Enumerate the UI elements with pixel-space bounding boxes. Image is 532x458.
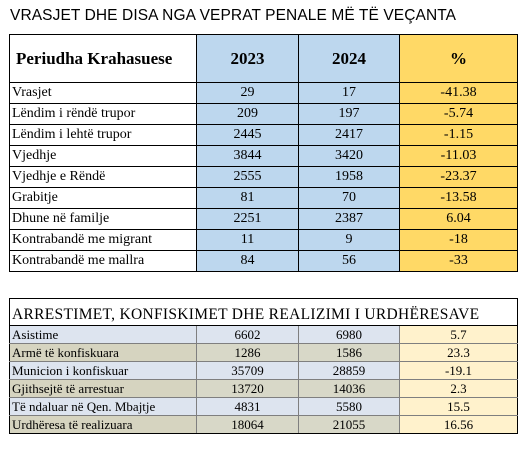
cell-2023: 11	[196, 229, 299, 251]
table-row: Të ndaluar në Qen. Mbajtje 4831 5580 15.5	[9, 397, 518, 416]
cell-2024: 1958	[298, 166, 400, 188]
row-label: Gjithsejtë të arrestuar	[9, 379, 197, 398]
cell-2023: 3844	[196, 145, 299, 167]
cell-percent: 5.7	[399, 325, 518, 344]
cell-percent: -5.74	[399, 103, 518, 125]
cell-2023: 13720	[196, 379, 299, 398]
table-row: Lëndim i lehtë trupor 2445 2417 -1.15	[9, 124, 518, 146]
table-row: Kontrabandë me migrant 11 9 -18	[9, 229, 518, 251]
cell-2023: 2251	[196, 208, 299, 230]
cell-2023: 81	[196, 187, 299, 209]
row-label: Të ndaluar në Qen. Mbajtje	[9, 397, 197, 416]
cell-2024: 3420	[298, 145, 400, 167]
cell-2024: 197	[298, 103, 400, 125]
header-2023: 2023	[196, 34, 299, 83]
cell-2024: 21055	[298, 415, 400, 434]
row-label: Vrasjet	[9, 82, 197, 104]
cell-2023: 2445	[196, 124, 299, 146]
table-row: Vrasjet 29 17 -41.38	[9, 82, 518, 104]
cell-2024: 1586	[298, 343, 400, 362]
table-row: Gjithsejtë të arrestuar 13720 14036 2.3	[9, 379, 518, 398]
cell-percent: -13.58	[399, 187, 518, 209]
cell-2024: 17	[298, 82, 400, 104]
table-row: Grabitje 81 70 -13.58	[9, 187, 518, 209]
cell-2023: 29	[196, 82, 299, 104]
cell-2023: 18064	[196, 415, 299, 434]
section-title: ARRESTIMET, KONFISKIMET DHE REALIZIMI I …	[9, 305, 518, 326]
cell-2024: 2417	[298, 124, 400, 146]
header-2024: 2024	[298, 34, 400, 83]
cell-2024: 2387	[298, 208, 400, 230]
cell-percent: -11.03	[399, 145, 518, 167]
row-label: Asistime	[9, 325, 197, 344]
table-row: Vjedhje e Rëndë 2555 1958 -23.37	[9, 166, 518, 188]
table-row: Vjedhje 3844 3420 -11.03	[9, 145, 518, 167]
cell-2024: 6980	[298, 325, 400, 344]
cell-2023: 2555	[196, 166, 299, 188]
cell-2023: 1286	[196, 343, 299, 362]
cell-percent: -1.15	[399, 124, 518, 146]
cell-2024: 9	[298, 229, 400, 251]
page-title: VRASJET DHE DISA NGA VEPRAT PENALE MË TË…	[10, 7, 457, 24]
cell-2024: 70	[298, 187, 400, 209]
header-percent: %	[399, 34, 518, 83]
cell-percent: 2.3	[399, 379, 518, 398]
row-label: Kontrabandë me migrant	[9, 229, 197, 251]
row-label: Vjedhje e Rëndë	[9, 166, 197, 188]
header-period: Periudha Krahasuese	[9, 34, 197, 83]
cell-percent: 16.56	[399, 415, 518, 434]
cell-2024: 28859	[298, 361, 400, 380]
table-row: Urdhëresa të realizuara 18064 21055 16.56	[9, 415, 518, 434]
cell-2024: 5580	[298, 397, 400, 416]
row-label: Urdhëresa të realizuara	[9, 415, 197, 434]
cell-percent: -41.38	[399, 82, 518, 104]
row-label: Municion i konfiskuar	[9, 361, 197, 380]
section-row: ARRESTIMET, KONFISKIMET DHE REALIZIMI I …	[9, 305, 518, 326]
row-label: Armë të konfiskuara	[9, 343, 197, 362]
row-label: Lëndim i lehtë trupor	[9, 124, 197, 146]
cell-percent: 6.04	[399, 208, 518, 230]
crimes-comparison-table: Periudha Krahasuese 2023 2024 % Vrasjet 2…	[9, 34, 518, 272]
arrests-table: ARRESTIMET, KONFISKIMET DHE REALIZIMI I …	[9, 298, 518, 434]
cell-percent: -19.1	[399, 361, 518, 380]
cell-percent: -23.37	[399, 166, 518, 188]
table-row: Asistime 6602 6980 5.7	[9, 325, 518, 344]
cell-2024: 14036	[298, 379, 400, 398]
row-label: Kontrabandë me mallra	[9, 250, 197, 272]
cell-2023: 35709	[196, 361, 299, 380]
table-row: Municion i konfiskuar 35709 28859 -19.1	[9, 361, 518, 380]
row-label: Dhune në familje	[9, 208, 197, 230]
cell-2023: 6602	[196, 325, 299, 344]
table-row: Kontrabandë me mallra 84 56 -33	[9, 250, 518, 272]
cell-2024: 56	[298, 250, 400, 272]
table-row: Dhune në familje 2251 2387 6.04	[9, 208, 518, 230]
cell-percent: -33	[399, 250, 518, 272]
cell-percent: -18	[399, 229, 518, 251]
cell-2023: 4831	[196, 397, 299, 416]
cell-percent: 15.5	[399, 397, 518, 416]
row-label: Vjedhje	[9, 145, 197, 167]
row-label: Lëndim i rëndë trupor	[9, 103, 197, 125]
row-label: Grabitje	[9, 187, 197, 209]
cell-2023: 84	[196, 250, 299, 272]
cell-2023: 209	[196, 103, 299, 125]
table-header-row: Periudha Krahasuese 2023 2024 %	[9, 34, 518, 83]
cell-percent: 23.3	[399, 343, 518, 362]
table-row: Lëndim i rëndë trupor 209 197 -5.74	[9, 103, 518, 125]
table-row: Armë të konfiskuara 1286 1586 23.3	[9, 343, 518, 362]
